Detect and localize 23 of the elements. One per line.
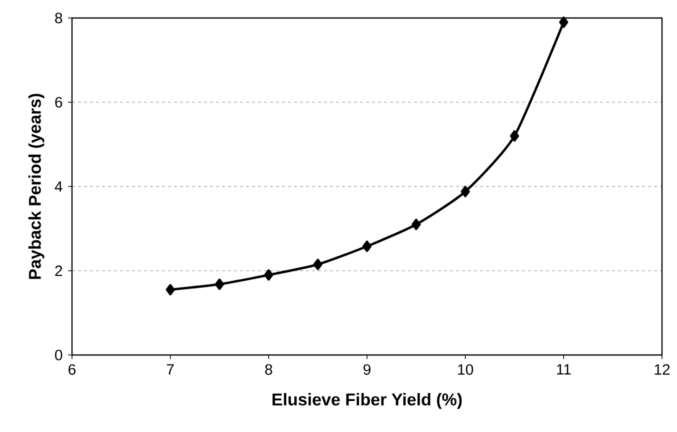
point (214, 278, 224, 290)
x-tick-label: 11 (557, 364, 571, 375)
x-tick-label: 6 (68, 364, 76, 375)
y-tick-label: 8 (55, 12, 62, 24)
y-tick-label: 2 (55, 266, 62, 276)
x-tick-label: 8 (265, 364, 272, 375)
x-axis-title: Elusieve Fiber Yield (%) (272, 393, 462, 409)
point (264, 269, 274, 281)
point (313, 258, 322, 270)
point (362, 240, 372, 252)
point (166, 284, 175, 296)
point (412, 218, 421, 230)
point (559, 16, 568, 28)
point (460, 186, 470, 198)
y-tick-label: 0 (55, 350, 62, 360)
point (510, 130, 520, 142)
y-tick-label: 6 (55, 96, 62, 108)
x-tick-label: 7 (166, 364, 174, 375)
x-tick-label: 12 (654, 364, 670, 375)
y-tick-label: 4 (54, 181, 62, 192)
y-axis-title: Payback Period (years) (28, 94, 44, 279)
x-tick-label: 10 (458, 364, 474, 375)
x-tick-label: 9 (364, 364, 370, 375)
